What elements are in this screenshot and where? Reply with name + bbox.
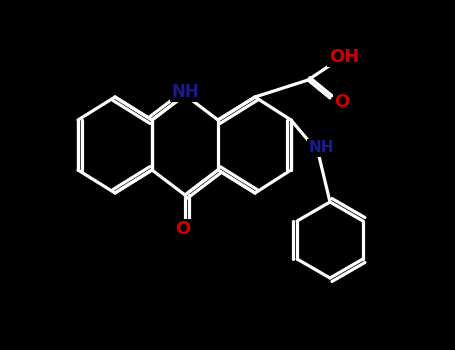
Text: OH: OH (329, 48, 359, 66)
Text: O: O (175, 220, 191, 238)
Text: NH: NH (308, 140, 334, 155)
Text: O: O (334, 93, 349, 111)
Text: NH: NH (171, 83, 199, 101)
